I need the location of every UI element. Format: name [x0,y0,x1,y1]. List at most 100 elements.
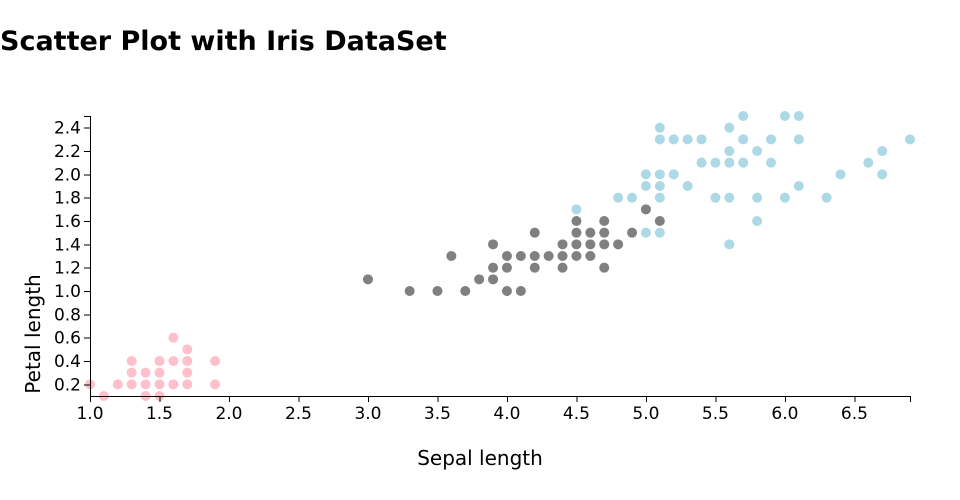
point [571,204,582,215]
y-tick-label: 1.8 [54,189,81,209]
point [474,274,485,285]
point [585,227,596,238]
point [154,379,165,390]
y-tick-label: 2.4 [54,119,81,139]
point [863,157,874,168]
point [640,169,651,180]
point [640,204,651,215]
point [640,181,651,191]
point [905,134,915,145]
y-tick-label: 0.6 [54,329,81,349]
x-axis-title: Sepal length [417,446,543,470]
y-axis-title: Petal length [21,274,45,393]
point [557,251,568,261]
x-tick-label: 6.5 [841,404,868,424]
point [627,192,638,203]
point [654,122,665,133]
point [126,356,137,366]
point [668,134,679,145]
point [877,146,888,156]
point [571,216,582,226]
point [571,239,582,250]
point [710,157,721,168]
y-axis: 0.2 0.4 0.6 0.8 1.0 1.2 1.4 1.6 1.8 2.0 2.2 2.4 [54,116,91,397]
y-tick-label: 1.6 [54,212,81,232]
point [793,134,804,145]
point [168,356,179,366]
x-tick-label: 3.0 [354,404,381,424]
point [585,251,596,261]
point [501,251,512,261]
point [738,134,749,145]
y-tick-label: 0.4 [54,352,81,372]
point [752,146,763,156]
point [654,216,665,226]
point [529,262,540,273]
point [140,367,151,378]
point [877,169,888,180]
point [710,192,721,203]
point [404,286,415,296]
point [738,111,749,121]
point [835,169,846,180]
point [501,286,512,296]
point [696,134,707,145]
point [779,192,790,203]
y-tick-label: 1.4 [54,235,81,255]
point [682,181,693,191]
point [766,157,777,168]
point [460,286,471,296]
point [793,181,804,191]
point [515,286,526,296]
point [182,379,193,390]
point [668,169,679,180]
x-tick-label: 1.0 [76,404,103,424]
point [752,192,763,203]
point [793,111,804,121]
x-tick-label: 3.5 [424,404,451,424]
chart-title: Scatter Plot with Iris DataSet [0,26,447,57]
point [682,134,693,145]
point [724,146,735,156]
x-tick-label: 2.5 [285,404,312,424]
point [613,239,624,250]
point [654,181,665,191]
point [738,157,749,168]
point [724,239,735,250]
point [488,262,499,273]
point [182,344,193,355]
x-axis: 1.0 1.5 2.0 2.5 3.0 3.5 4.0 4.5 5.0 5.5 6.0 6.5 [76,396,911,424]
point [654,169,665,180]
point [529,227,540,238]
point [599,216,610,226]
point [821,192,832,203]
y-tick-label: 1.0 [54,282,81,302]
point [126,379,137,390]
point [599,239,610,250]
point [182,356,193,366]
point [654,227,665,238]
point [724,157,735,168]
x-tick-label: 5.5 [702,404,729,424]
point [210,379,221,390]
x-tick-label: 6.0 [771,404,798,424]
point [724,192,735,203]
point [585,239,596,250]
point [766,134,777,145]
point [446,251,457,261]
point [724,122,735,133]
point [654,134,665,145]
point [362,274,373,285]
y-tick-label: 0.2 [54,375,81,395]
point [557,262,568,273]
y-ticks: 0.2 0.4 0.6 0.8 1.0 1.2 1.4 1.6 1.8 2.0 2.2 2.4 [54,116,90,395]
x-ticks: 1.0 1.5 2.0 2.5 3.0 3.5 4.0 4.5 5.0 5.5 6.0 6.5 [76,396,911,424]
point [501,262,512,273]
point [432,286,443,296]
point [488,274,499,285]
x-tick-label: 4.0 [493,404,520,424]
x-tick-label: 4.5 [563,404,590,424]
point [168,332,179,343]
point [126,367,137,378]
